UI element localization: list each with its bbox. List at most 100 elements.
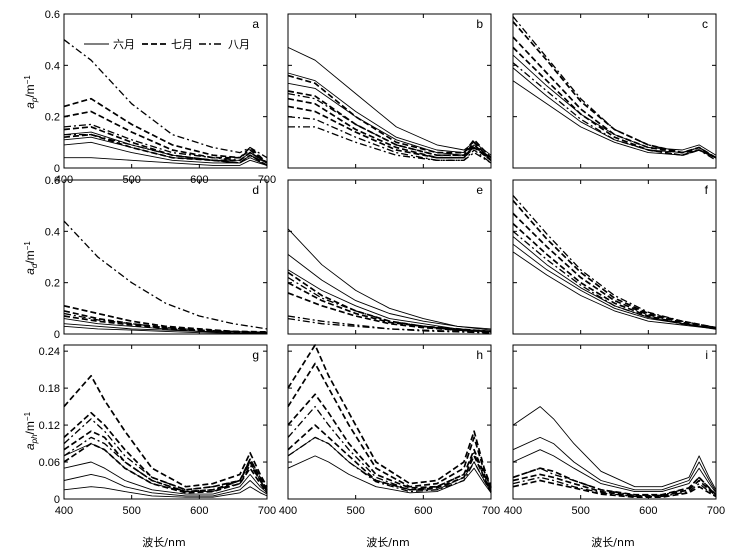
legend-label-jun: 六月 xyxy=(113,38,135,51)
y-tick-label-a-3: 0.6 xyxy=(45,9,60,21)
series-line-i-0 xyxy=(512,406,717,491)
legend-label-aug: 八月 xyxy=(228,38,250,51)
series-line-c-2 xyxy=(512,80,717,159)
series-line-h-7 xyxy=(287,436,492,494)
series-line-i-4 xyxy=(512,479,717,499)
series-line-b-8 xyxy=(287,116,492,164)
ylabel-aph: aph/m−1 xyxy=(23,411,39,450)
series-line-d-7 xyxy=(63,312,268,334)
series-line-e-5 xyxy=(287,292,492,333)
series-line-i-5 xyxy=(512,467,717,496)
series-line-a-8 xyxy=(63,39,268,159)
series-line-a-10 xyxy=(64,133,268,166)
series-line-h-4 xyxy=(287,393,492,491)
xlabel-col2: 波长/nm xyxy=(366,536,409,549)
ylabel-ad: ad/m−1 xyxy=(23,241,39,275)
series-line-e-8 xyxy=(287,317,492,334)
series-line-h-1 xyxy=(287,436,492,492)
series-line-a-9 xyxy=(63,123,268,164)
y-tick-label-d-1: 0.2 xyxy=(45,278,60,290)
series-line-a-4 xyxy=(63,97,268,164)
series-line-g-1 xyxy=(63,473,268,497)
series-line-a-2 xyxy=(63,141,268,166)
series-line-g-9 xyxy=(63,436,268,493)
series-line-d-2 xyxy=(63,325,268,334)
axes-box-g xyxy=(63,344,268,500)
ylabel-ap: ap/m−1 xyxy=(23,75,39,109)
series-line-h-2 xyxy=(287,344,492,487)
x-tick-label-g-3: 700 xyxy=(258,505,276,517)
axes-box-b xyxy=(287,13,492,169)
y-tick-label-g-0: 0 xyxy=(54,494,60,506)
x-tick-label-g-1: 500 xyxy=(122,505,140,517)
panel-label-e: e xyxy=(476,183,483,197)
series-line-g-4 xyxy=(63,374,268,488)
series-line-g-7 xyxy=(63,442,268,494)
x-tick-label-h-0: 400 xyxy=(279,505,297,517)
panel-i: 400 500 600 700 i xyxy=(504,344,725,517)
series-line-f-4 xyxy=(512,212,717,330)
series-line-f-6 xyxy=(512,194,717,329)
x-tick-label-h-3: 700 xyxy=(482,505,500,517)
series-line-d-6 xyxy=(63,220,268,330)
axes-box-a xyxy=(63,13,268,169)
series-line-f-5 xyxy=(512,222,717,330)
series-line-c-7 xyxy=(512,62,717,161)
series-line-d-1 xyxy=(63,323,268,334)
series-line-c-5 xyxy=(512,46,717,159)
panel-label-i: i xyxy=(705,348,708,362)
panel-label-h: h xyxy=(476,348,483,362)
series-line-f-7 xyxy=(512,230,717,330)
y-tick-label-g-4: 0.24 xyxy=(39,346,60,358)
y-tick-label-g-1: 0.06 xyxy=(39,457,60,469)
panel-label-c: c xyxy=(702,17,708,31)
xlabel-col3: 波长/nm xyxy=(591,536,634,549)
legend: 六月 七月 八月 xyxy=(84,38,250,51)
series-line-b-9 xyxy=(288,126,492,164)
panel-c: c xyxy=(512,13,717,169)
x-tick-label-h-2: 600 xyxy=(414,505,432,517)
series-line-c-0 xyxy=(512,54,717,156)
y-tick-label-a-1: 0.2 xyxy=(45,112,60,124)
panel-label-f: f xyxy=(705,183,709,197)
panel-b: b xyxy=(287,13,492,169)
x-tick-label-g-2: 600 xyxy=(190,505,208,517)
series-line-b-7 xyxy=(287,92,492,161)
series-line-e-6 xyxy=(287,276,492,333)
series-line-g-6 xyxy=(63,430,268,493)
panel-g: 400 500 600 700 0 0.06 0.12 0.18 0.24 g xyxy=(39,344,276,517)
series-line-h-3 xyxy=(287,362,492,489)
panel-e: e xyxy=(287,179,492,335)
series-line-i-7 xyxy=(512,476,717,498)
y-tick-label-a-2: 0.4 xyxy=(45,60,60,72)
series-line-a-7 xyxy=(63,133,268,167)
series-line-b-6 xyxy=(287,105,492,161)
series-line-g-2 xyxy=(63,486,268,498)
series-line-g-0 xyxy=(63,461,268,495)
axes-box-c xyxy=(512,13,717,169)
series-line-a-5 xyxy=(63,110,268,164)
series-line-e-1 xyxy=(287,254,492,331)
series-line-g-8 xyxy=(63,418,268,491)
y-tick-label-g-2: 0.12 xyxy=(39,420,60,432)
panel-label-g: g xyxy=(252,348,259,362)
y-tick-label-d-2: 0.4 xyxy=(45,226,60,238)
x-tick-label-i-3: 700 xyxy=(707,505,725,517)
y-tick-label-a-0: 0 xyxy=(54,163,60,175)
series-line-f-0 xyxy=(512,243,717,330)
series-line-i-2 xyxy=(512,449,717,494)
series-line-d-5 xyxy=(63,315,268,334)
series-line-b-3 xyxy=(287,74,492,159)
series-line-c-6 xyxy=(512,16,717,159)
series-line-d-4 xyxy=(63,310,268,334)
x-tick-label-h-1: 500 xyxy=(346,505,364,517)
panel-label-d: d xyxy=(252,183,259,197)
x-tick-label-i-1: 500 xyxy=(571,505,589,517)
y-tick-label-d-0: 0 xyxy=(54,329,60,341)
x-tick-label-g-0: 400 xyxy=(55,505,73,517)
series-line-i-1 xyxy=(512,436,717,492)
axes-box-e xyxy=(287,179,492,335)
series-line-a-3 xyxy=(64,157,268,166)
